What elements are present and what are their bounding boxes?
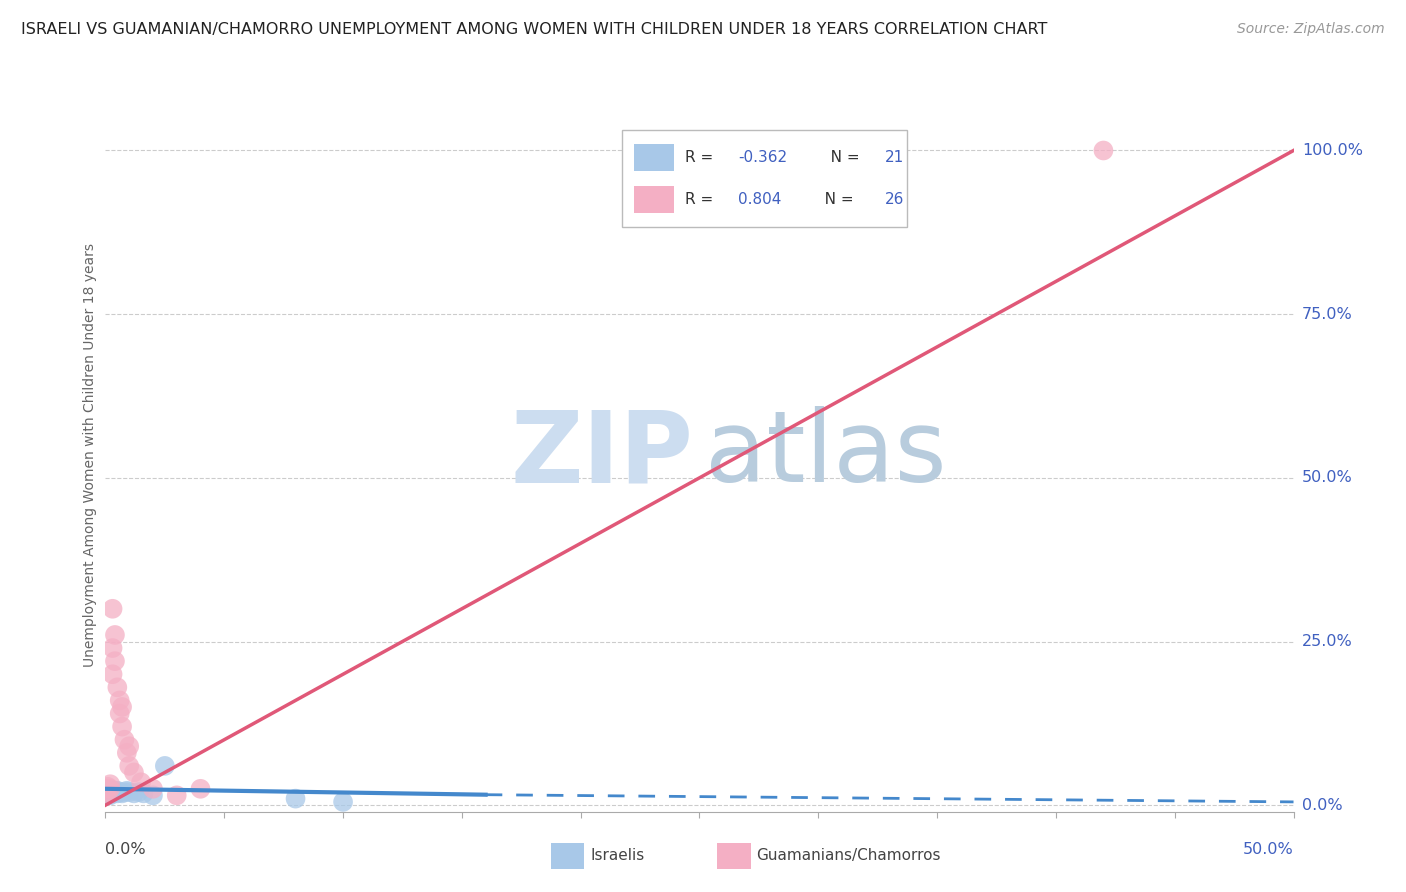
Point bbox=[108, 706, 131, 721]
Point bbox=[111, 786, 134, 800]
Point bbox=[128, 785, 150, 799]
FancyBboxPatch shape bbox=[634, 186, 673, 213]
FancyBboxPatch shape bbox=[634, 144, 673, 170]
Text: 0.0%: 0.0% bbox=[105, 842, 146, 857]
Point bbox=[111, 700, 134, 714]
Point bbox=[1092, 144, 1115, 158]
Point bbox=[153, 759, 176, 773]
Point bbox=[142, 789, 165, 803]
Point bbox=[94, 786, 117, 800]
Point bbox=[284, 791, 307, 805]
Text: 21: 21 bbox=[884, 150, 904, 165]
Point bbox=[115, 746, 138, 760]
Point bbox=[97, 780, 120, 794]
Text: Source: ZipAtlas.com: Source: ZipAtlas.com bbox=[1237, 22, 1385, 37]
Text: N =: N = bbox=[815, 150, 865, 165]
Text: 50.0%: 50.0% bbox=[1243, 842, 1294, 857]
Point bbox=[118, 759, 141, 773]
Point bbox=[122, 786, 145, 800]
Point bbox=[97, 785, 120, 799]
Text: 100.0%: 100.0% bbox=[1302, 143, 1362, 158]
Point bbox=[111, 720, 134, 734]
FancyBboxPatch shape bbox=[717, 843, 751, 869]
Text: 50.0%: 50.0% bbox=[1302, 470, 1353, 485]
Text: atlas: atlas bbox=[706, 407, 948, 503]
Text: 75.0%: 75.0% bbox=[1302, 307, 1353, 322]
Point bbox=[101, 667, 124, 681]
Point bbox=[114, 785, 136, 799]
Text: R =: R = bbox=[685, 192, 718, 207]
Point bbox=[129, 775, 152, 789]
Text: N =: N = bbox=[810, 192, 858, 207]
FancyBboxPatch shape bbox=[623, 130, 907, 227]
Point bbox=[101, 786, 124, 800]
Text: ISRAELI VS GUAMANIAN/CHAMORRO UNEMPLOYMENT AMONG WOMEN WITH CHILDREN UNDER 18 YE: ISRAELI VS GUAMANIAN/CHAMORRO UNEMPLOYME… bbox=[21, 22, 1047, 37]
Point bbox=[118, 785, 141, 799]
Text: R =: R = bbox=[685, 150, 718, 165]
Point bbox=[105, 681, 128, 695]
Text: 0.804: 0.804 bbox=[738, 192, 782, 207]
Point bbox=[104, 628, 127, 642]
Point bbox=[101, 601, 124, 615]
Point bbox=[104, 654, 127, 668]
Point bbox=[105, 784, 128, 798]
Point bbox=[118, 739, 141, 754]
Point bbox=[108, 785, 131, 799]
Point bbox=[94, 781, 117, 796]
Point bbox=[332, 795, 354, 809]
Point bbox=[105, 786, 128, 800]
Point bbox=[114, 732, 136, 747]
Point bbox=[122, 765, 145, 780]
Point bbox=[104, 785, 127, 799]
Point bbox=[190, 781, 212, 796]
Point bbox=[98, 789, 121, 803]
Point bbox=[166, 789, 188, 803]
Text: 26: 26 bbox=[884, 192, 904, 207]
Point bbox=[94, 786, 117, 800]
Point bbox=[101, 641, 124, 656]
Text: Guamanians/Chamorros: Guamanians/Chamorros bbox=[756, 848, 941, 863]
Text: Israelis: Israelis bbox=[591, 848, 644, 863]
Point bbox=[98, 777, 121, 791]
Y-axis label: Unemployment Among Women with Children Under 18 years: Unemployment Among Women with Children U… bbox=[83, 243, 97, 667]
Point bbox=[108, 693, 131, 707]
Text: -0.362: -0.362 bbox=[738, 150, 787, 165]
Text: 0.0%: 0.0% bbox=[1302, 797, 1343, 813]
Point bbox=[97, 785, 120, 799]
FancyBboxPatch shape bbox=[551, 843, 585, 869]
Point bbox=[98, 781, 121, 796]
Point bbox=[115, 784, 138, 798]
Point bbox=[98, 785, 121, 799]
Point bbox=[101, 784, 124, 798]
Point bbox=[132, 786, 155, 800]
Text: 25.0%: 25.0% bbox=[1302, 634, 1353, 649]
Point bbox=[142, 781, 165, 796]
Text: ZIP: ZIP bbox=[510, 407, 693, 503]
